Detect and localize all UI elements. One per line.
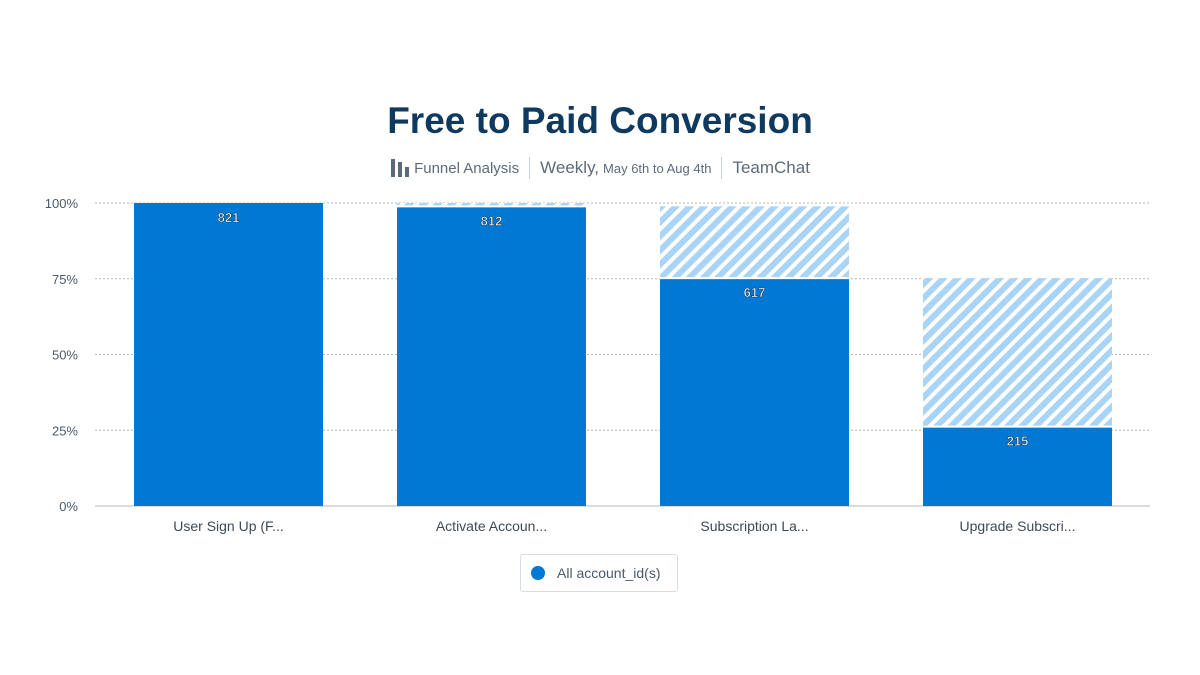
y-tick-label: 50%: [52, 348, 78, 363]
chart-title: Free to Paid Conversion: [387, 100, 813, 141]
dropoff-bar[interactable]: [660, 206, 849, 279]
subtitle-divider: [529, 157, 531, 179]
data-label: 821: [218, 210, 240, 225]
chart-subtitle: Funnel Analysis Weekly, May 6th to Aug 4…: [0, 156, 1200, 180]
funnel-chart: 0% 25% 50% 75% 100% 821 User Sign Up (F... 812…: [45, 196, 1150, 534]
data-label: 812: [481, 213, 503, 228]
chart-legend[interactable]: All account_id(s): [520, 554, 678, 592]
x-tick-label: Activate Accoun...: [436, 518, 547, 534]
x-tick-label: Upgrade Subscri...: [960, 518, 1076, 534]
dropoff-bar[interactable]: [397, 203, 586, 207]
y-tick-label: 25%: [52, 423, 78, 438]
funnel-chart-icon: [391, 159, 410, 177]
data-label: 215: [1007, 434, 1029, 449]
conversion-bar[interactable]: [134, 203, 323, 506]
conversion-bar[interactable]: [397, 206, 586, 506]
y-tick-label: 0%: [59, 499, 78, 514]
date-range-label: May 6th to Aug 4th: [603, 160, 712, 176]
x-tick-label: Subscription La...: [700, 518, 808, 534]
frequency-label: Weekly,: [540, 158, 600, 177]
data-label: 617: [744, 285, 766, 300]
date-range-selector[interactable]: Weekly, May 6th to Aug 4th: [530, 156, 721, 180]
subtitle-divider: [721, 157, 723, 179]
y-tick-label: 100%: [45, 196, 79, 211]
project-label: TeamChat: [732, 158, 810, 177]
analysis-type-label: Funnel Analysis: [414, 159, 520, 177]
legend-label: All account_id(s): [557, 565, 661, 581]
conversion-bar[interactable]: [923, 426, 1112, 506]
analysis-type[interactable]: Funnel Analysis: [380, 156, 529, 180]
y-tick-label: 75%: [52, 272, 78, 287]
project-selector[interactable]: TeamChat: [722, 156, 819, 180]
x-tick-label: User Sign Up (F...: [173, 518, 283, 534]
dropoff-bar[interactable]: [923, 278, 1112, 427]
legend-swatch: [531, 566, 545, 580]
conversion-bar[interactable]: [660, 278, 849, 506]
